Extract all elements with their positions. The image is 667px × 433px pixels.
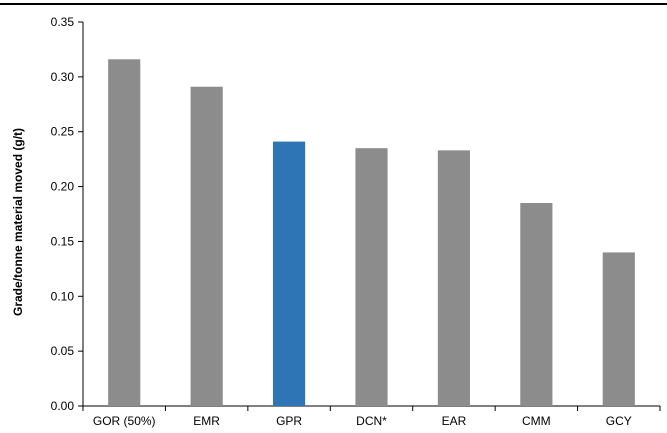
x-tick-label: GOR (50%) (93, 414, 156, 428)
y-tick-label: 0.25 (51, 125, 75, 139)
bars (108, 59, 635, 407)
y-tick-label: 0.30 (51, 70, 75, 84)
y-tick-label: 0.05 (51, 344, 75, 358)
bar-cmm (520, 203, 553, 406)
y-axis-title: Grade/tonne material moved (g/t) (11, 128, 25, 316)
bar-emr (190, 86, 223, 406)
bar-gcy (602, 252, 635, 406)
y-tick-label: 0.00 (51, 399, 75, 413)
y-axis: 0.00 0.05 0.10 0.15 0.20 0.25 0.30 0.35 (51, 15, 84, 413)
x-tick-label: EAR (442, 414, 467, 428)
bar-ear (437, 150, 471, 406)
x-tick-label: GPR (276, 414, 302, 428)
bar-gor-50 (108, 59, 141, 406)
x-tick-label: EMR (193, 414, 220, 428)
x-tick-label: GCY (606, 414, 632, 428)
x-tick-label: DCN* (356, 414, 387, 428)
y-tick-label: 0.20 (51, 180, 75, 194)
x-axis: GOR (50%) EMR GPR DCN* EAR CMM GCY (82, 405, 661, 428)
y-tick-label: 0.15 (51, 234, 75, 248)
bar-dcn (355, 148, 388, 406)
y-tick-label: 0.35 (51, 15, 75, 29)
x-tick-label: CMM (522, 414, 551, 428)
y-tick-label: 0.10 (51, 289, 75, 303)
bar-gpr (272, 141, 306, 407)
